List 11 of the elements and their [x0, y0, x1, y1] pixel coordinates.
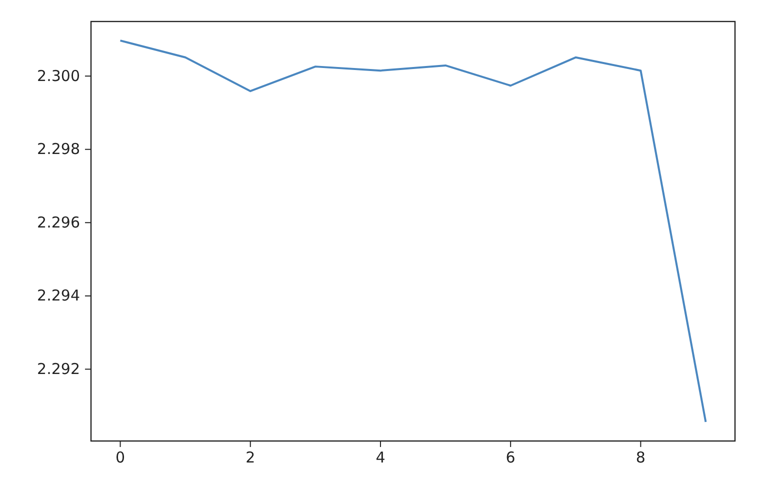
y-tick-label: 2.296	[37, 213, 80, 232]
x-tick-label: 6	[506, 448, 516, 467]
y-tick-label: 2.300	[37, 66, 80, 85]
line-series	[119, 40, 707, 423]
y-tick-label: 2.294	[37, 286, 80, 305]
x-tick-label: 2	[246, 448, 256, 467]
y-tick-label: 2.292	[37, 360, 80, 378]
x-tick-label: 4	[376, 448, 386, 467]
x-tick-label: 8	[636, 448, 646, 467]
y-tick-label: 2.298	[37, 140, 80, 158]
x-tick-label: 0	[116, 448, 126, 467]
